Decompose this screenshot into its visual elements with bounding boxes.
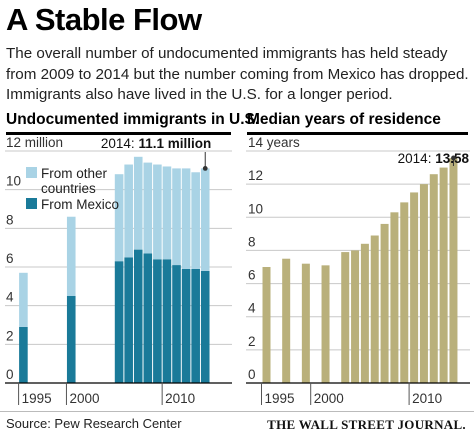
footer-rule (0, 411, 474, 412)
right-y-tick-label: 8 (248, 234, 256, 249)
right-y-tick-label: 14 years (248, 135, 300, 150)
left-bar-mexico (66, 296, 76, 383)
publisher-brand: THE WALL STREET JOURNAL. (267, 417, 466, 432)
left-x-tick-label: 1995 (22, 391, 52, 406)
left-bar-mexico (114, 261, 124, 383)
right-x-tick-label: 1995 (265, 391, 295, 406)
left-annotation: 2014: 11.1 million (101, 136, 211, 151)
right-y-tick-label: 0 (248, 367, 256, 382)
right-bar (439, 167, 448, 383)
right-y-tick-label: 12 (248, 168, 263, 183)
left-bar-mexico (162, 259, 172, 383)
left-bar-mexico (200, 270, 210, 383)
left-bar-mexico (19, 326, 28, 383)
left-bar-other (114, 174, 124, 262)
left-y-tick-label: 0 (6, 367, 14, 382)
right-bar (370, 235, 379, 383)
left-bar-mexico (124, 257, 133, 383)
right-bar (321, 265, 330, 383)
right-bar (380, 223, 389, 383)
right-bar (419, 184, 428, 383)
right-bar (341, 252, 350, 383)
right-x-tick-label: 2010 (412, 391, 442, 406)
legend-label-mexico: From Mexico (41, 197, 119, 212)
left-annotation-dot (202, 166, 208, 171)
right-annotation-dot (451, 155, 456, 161)
left-bar-other (19, 272, 28, 327)
right-y-tick-label: 2 (248, 334, 256, 349)
right-bar (262, 267, 271, 383)
right-bar (390, 212, 399, 383)
legend-label-other: From other (41, 166, 108, 181)
left-bar-other (172, 168, 181, 266)
left-bar-mexico (133, 249, 143, 383)
left-title-rule (6, 132, 231, 135)
legend-swatch-mexico (26, 198, 37, 209)
left-bar-mexico (153, 259, 162, 383)
legend-label-other: countries (41, 181, 96, 196)
left-y-tick-label: 12 million (6, 135, 63, 150)
left-bar-mexico (143, 253, 153, 383)
page-title: A Stable Flow (6, 2, 202, 37)
left-x-tick-label: 2000 (69, 391, 99, 406)
source-note: Source: Pew Research Center (6, 416, 182, 431)
subtitle: The overall number of undocumented immig… (6, 44, 472, 106)
left-bar-mexico (181, 268, 191, 383)
right-bar (410, 192, 419, 383)
left-bar-other (181, 168, 191, 269)
right-y-tick-label: 4 (248, 301, 256, 316)
left-bar-other (191, 172, 200, 269)
left-bar-other (153, 164, 162, 260)
left-y-tick-label: 4 (6, 290, 14, 305)
right-chart-title: Median years of residence (247, 111, 441, 128)
left-y-tick-label: 6 (6, 251, 14, 266)
right-bar (429, 174, 438, 383)
left-bar-other (143, 162, 153, 254)
subtitle-line: The overall number of undocumented immig… (6, 45, 448, 62)
right-bar (351, 250, 360, 383)
right-y-tick-label: 6 (248, 268, 256, 283)
right-title-rule (247, 132, 468, 135)
right-bar (360, 243, 369, 383)
left-bar-other (133, 156, 143, 250)
left-bar-mexico (172, 265, 181, 383)
left-bar-other (124, 164, 133, 258)
left-y-tick-label: 2 (6, 328, 14, 343)
right-x-tick-label: 2000 (314, 391, 344, 406)
left-bar-other (200, 168, 210, 271)
left-bar-other (66, 216, 76, 296)
left-bar-mexico (191, 268, 200, 383)
subtitle-line: from 2009 to 2014 but the number coming … (6, 65, 469, 83)
right-y-tick-label: 10 (248, 201, 263, 216)
right-bar (282, 258, 291, 383)
left-y-tick-label: 8 (6, 212, 14, 227)
right-bar (301, 263, 310, 383)
left-chart-title: Undocumented immigrants in U.S. (6, 111, 260, 128)
left-bar-other (162, 166, 172, 260)
legend-swatch-other (26, 167, 37, 178)
right-bar (449, 157, 458, 383)
subtitle-line: Immigrants also have lived in the U.S. f… (6, 86, 393, 103)
right-annotation: 2014: 13.58 (398, 151, 470, 166)
left-x-tick-label: 2010 (165, 391, 195, 406)
left-y-tick-label: 10 (6, 174, 21, 189)
right-bar (400, 202, 409, 383)
